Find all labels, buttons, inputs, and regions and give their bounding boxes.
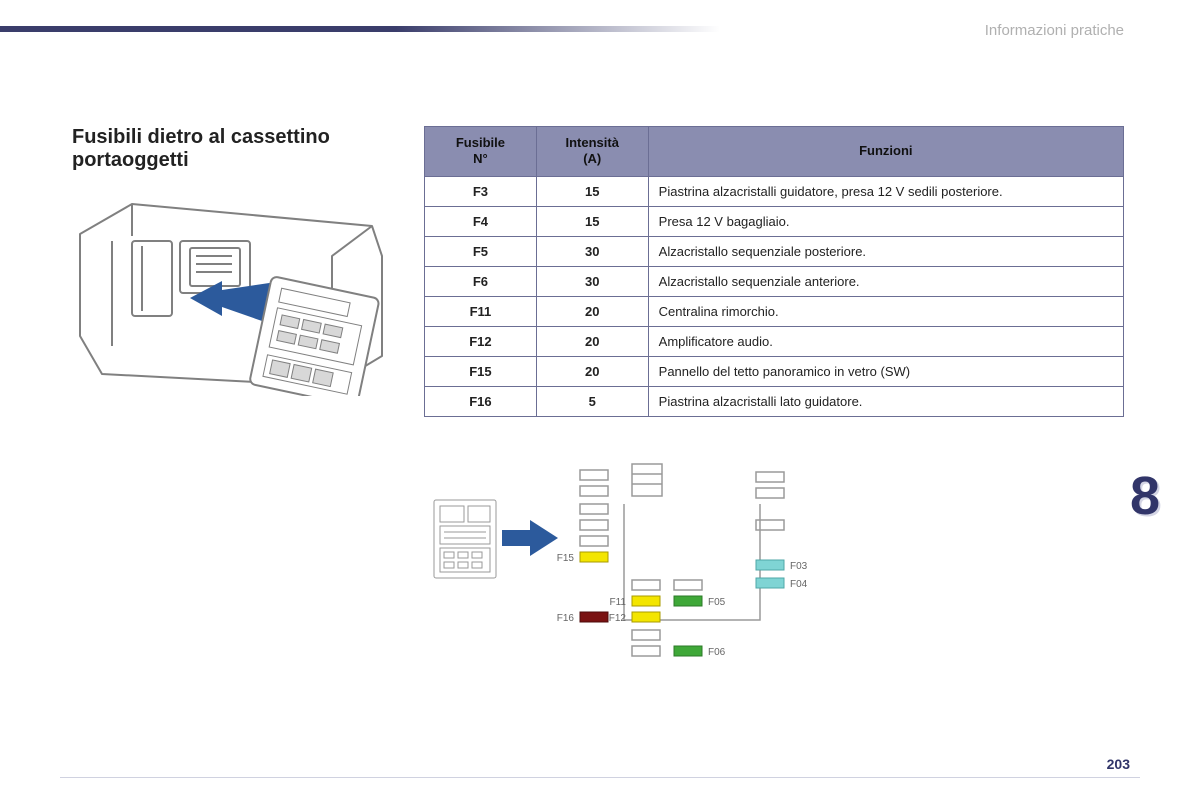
fuse-label-f12: F12 (609, 613, 627, 624)
arrow-icon (502, 520, 558, 556)
col-header-intensity: Intensità(A) (536, 127, 648, 177)
cell-fuse-num: F15 (425, 356, 537, 386)
table-row: F165Piastrina alzacristalli lato guidato… (425, 386, 1124, 416)
cell-function: Amplificatore audio. (648, 326, 1123, 356)
table-header-row: FusibileN° Intensità(A) Funzioni (425, 127, 1124, 177)
fuse-label-f04: F04 (790, 579, 808, 590)
cell-fuse-num: F16 (425, 386, 537, 416)
cell-function: Alzacristallo sequenziale posteriore. (648, 236, 1123, 266)
glovebox-illustration (72, 186, 402, 396)
cell-fuse-num: F3 (425, 176, 537, 206)
cell-intensity: 30 (536, 236, 648, 266)
cell-function: Alzacristallo sequenziale anteriore. (648, 266, 1123, 296)
cell-fuse-num: F11 (425, 296, 537, 326)
page-number: 203 (1107, 756, 1130, 772)
fuse-table: FusibileN° Intensità(A) Funzioni F315Pia… (424, 126, 1124, 417)
table-row: F1220Amplificatore audio. (425, 326, 1124, 356)
cell-fuse-num: F6 (425, 266, 537, 296)
table-row: F315Piastrina alzacristalli guidatore, p… (425, 176, 1124, 206)
fuse-label-f03: F03 (790, 561, 808, 572)
table-row: F415Presa 12 V bagagliaio. (425, 206, 1124, 236)
cell-function: Piastrina alzacristalli lato guidatore. (648, 386, 1123, 416)
table-row: F1120Centralina rimorchio. (425, 296, 1124, 326)
cell-intensity: 15 (536, 206, 648, 236)
cell-intensity: 5 (536, 386, 648, 416)
cell-intensity: 20 (536, 356, 648, 386)
col-header-fuse: FusibileN° (425, 127, 537, 177)
cell-fuse-num: F12 (425, 326, 537, 356)
fuse-layout-diagram: F15 F11 F05 F16 F12 F06 F03 F04 (430, 460, 950, 680)
table-row: F1520Pannello del tetto panoramico in ve… (425, 356, 1124, 386)
cell-fuse-num: F4 (425, 206, 537, 236)
col-header-function: Funzioni (648, 127, 1123, 177)
top-accent-bar (0, 26, 720, 32)
cell-function: Piastrina alzacristalli guidatore, presa… (648, 176, 1123, 206)
cell-intensity: 20 (536, 296, 648, 326)
table-row: F630Alzacristallo sequenziale anteriore. (425, 266, 1124, 296)
footer-rule (60, 777, 1140, 778)
fuse-label-f11: F11 (610, 597, 627, 608)
header-category: Informazioni pratiche (985, 22, 1124, 39)
cell-function: Pannello del tetto panoramico in vetro (… (648, 356, 1123, 386)
fuse-label-f16: F16 (557, 613, 575, 624)
cell-function: Centralina rimorchio. (648, 296, 1123, 326)
section-title: Fusibili dietro al cassettino portaogget… (72, 126, 412, 172)
fuse-label-f15: F15 (557, 553, 575, 564)
cell-intensity: 15 (536, 176, 648, 206)
fuse-label-f05: F05 (708, 597, 726, 608)
table-row: F530Alzacristallo sequenziale posteriore… (425, 236, 1124, 266)
fuse-label-f06: F06 (708, 647, 726, 658)
cell-intensity: 20 (536, 326, 648, 356)
cell-fuse-num: F5 (425, 236, 537, 266)
cell-intensity: 30 (536, 266, 648, 296)
chapter-number: 8 (1130, 465, 1160, 527)
cell-function: Presa 12 V bagagliaio. (648, 206, 1123, 236)
